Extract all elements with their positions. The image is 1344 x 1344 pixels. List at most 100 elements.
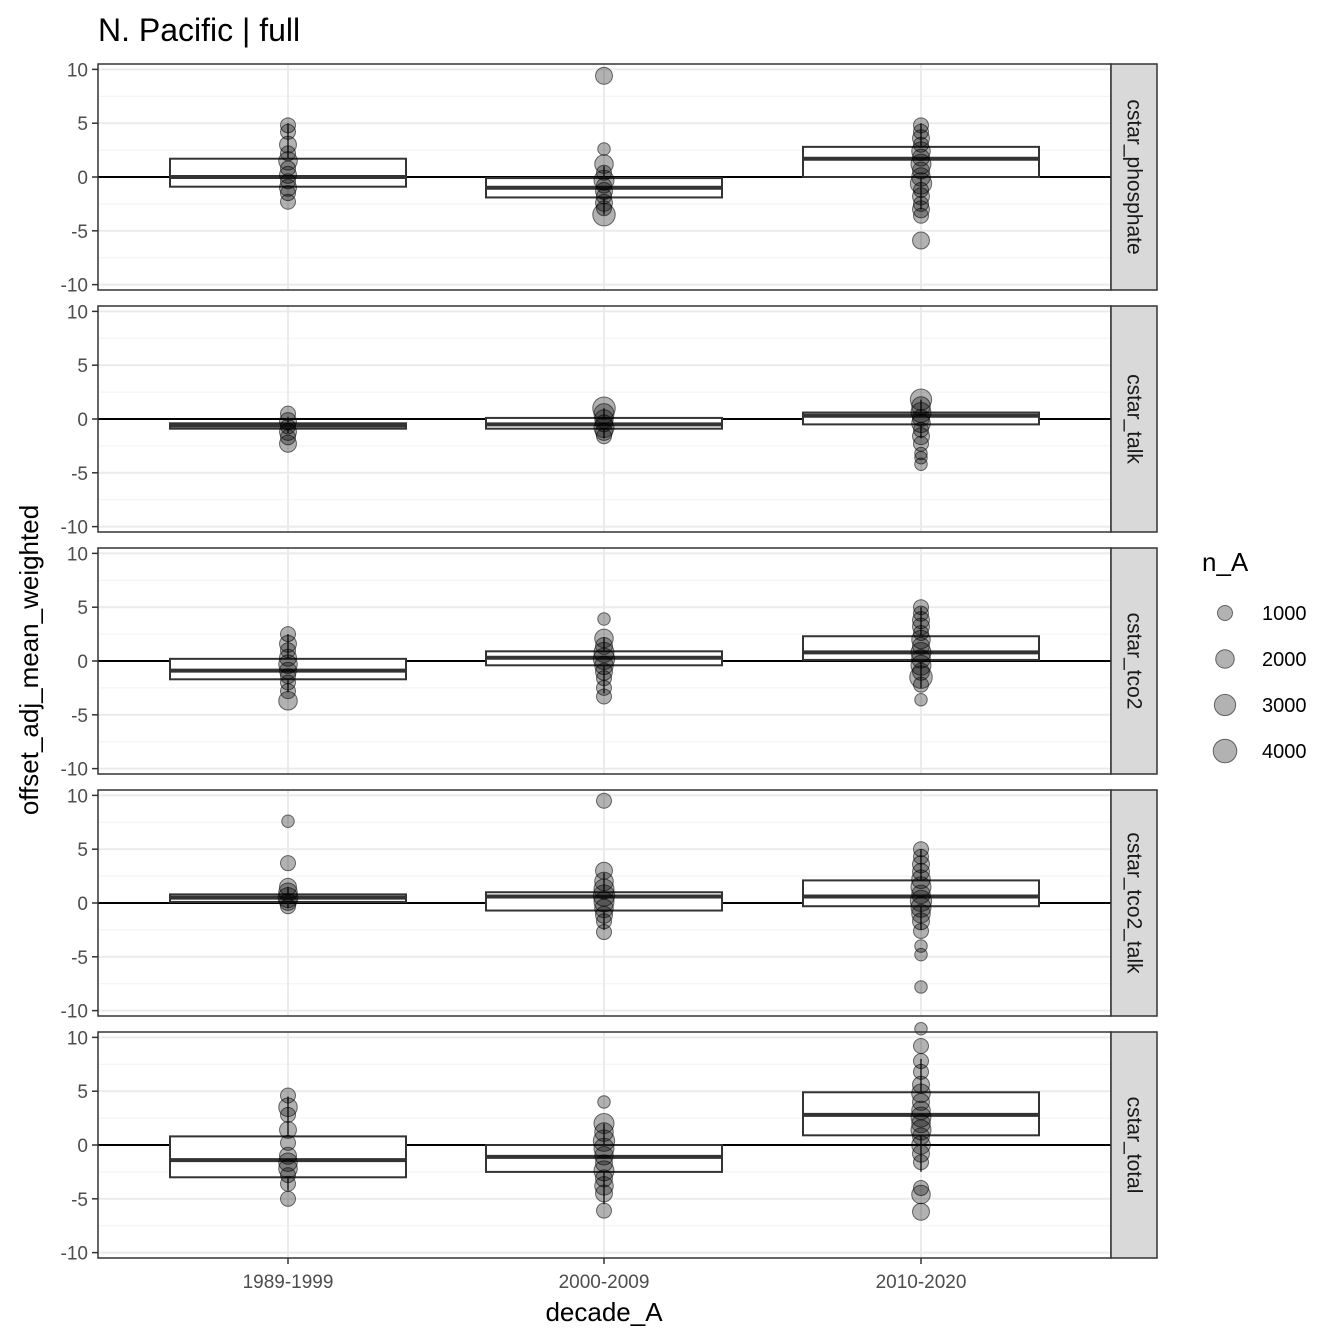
y-tick-label: 0 bbox=[77, 894, 88, 915]
data-point bbox=[594, 1122, 614, 1142]
x-axis-title: decade_A bbox=[545, 1297, 663, 1327]
data-point bbox=[913, 605, 929, 622]
data-point bbox=[913, 922, 929, 939]
size-legend: n_A 1000 2000 3000 4000 bbox=[1202, 547, 1307, 764]
data-point bbox=[912, 161, 930, 180]
data-point bbox=[913, 1180, 929, 1197]
data-point bbox=[594, 1145, 614, 1166]
data-point bbox=[913, 599, 929, 616]
data-point bbox=[596, 164, 612, 181]
box-2000-2009 bbox=[485, 637, 723, 694]
data-point bbox=[277, 887, 299, 909]
data-point bbox=[595, 1169, 613, 1188]
data-point bbox=[914, 947, 928, 962]
data-point bbox=[278, 654, 298, 675]
data-point bbox=[279, 892, 297, 911]
data-point bbox=[280, 855, 296, 872]
data-point bbox=[913, 1037, 929, 1054]
data-point bbox=[593, 1160, 615, 1182]
legend-label: 3000 bbox=[1262, 695, 1307, 717]
data-point bbox=[914, 446, 928, 461]
panel-cstar-tco2: -10 -5 0 5 10 cstar_tco2 bbox=[61, 544, 1158, 781]
data-point bbox=[911, 141, 931, 161]
data-point bbox=[592, 1129, 616, 1152]
data-point bbox=[592, 396, 616, 420]
box-iqr bbox=[169, 157, 407, 188]
data-point bbox=[279, 434, 297, 453]
panel-cstar-phosphate: -10 -5 0 5 10 cstar_phosphate bbox=[61, 60, 1158, 297]
x-axis: 1989-1999 2000-2009 2010-2020 bbox=[243, 1258, 967, 1293]
y-tick-label: -5 bbox=[71, 706, 88, 727]
data-point bbox=[279, 178, 297, 197]
y-tick-label: -10 bbox=[61, 276, 88, 297]
data-point bbox=[912, 662, 930, 681]
data-point bbox=[913, 421, 929, 438]
facet-strip-label: cstar_talk bbox=[1123, 374, 1146, 464]
box-1989-1999 bbox=[169, 634, 407, 693]
y-tick-label: -10 bbox=[61, 518, 88, 539]
data-point bbox=[912, 912, 930, 931]
data-point bbox=[593, 169, 615, 191]
data-point bbox=[595, 422, 613, 441]
y-tick-label: 5 bbox=[77, 1082, 88, 1103]
data-point bbox=[914, 980, 928, 994]
y-tick-label: 0 bbox=[77, 652, 88, 673]
data-point bbox=[913, 181, 929, 198]
data-point bbox=[913, 625, 929, 642]
data-point bbox=[911, 413, 931, 434]
y-tick-label: 10 bbox=[67, 1028, 88, 1049]
data-point bbox=[278, 1158, 298, 1179]
panel-cstar-total: -10 -5 0 5 10 cstar_total bbox=[61, 1022, 1158, 1265]
data-point bbox=[280, 193, 296, 210]
data-point bbox=[595, 636, 613, 655]
data-point bbox=[280, 1190, 296, 1207]
y-tick-label: 0 bbox=[77, 1136, 88, 1157]
data-point bbox=[597, 1095, 611, 1109]
data-point bbox=[280, 173, 296, 190]
y-tick-label: -10 bbox=[61, 1244, 88, 1265]
data-point bbox=[594, 154, 614, 174]
y-tick-label: 0 bbox=[77, 168, 88, 189]
box-2010-2020 bbox=[802, 607, 1040, 688]
data-point bbox=[593, 891, 615, 913]
data-point bbox=[909, 172, 933, 195]
data-point bbox=[597, 612, 611, 626]
x-tick-label: 2010-2020 bbox=[876, 1272, 967, 1293]
data-point bbox=[280, 626, 296, 643]
data-point bbox=[279, 648, 297, 667]
data-point bbox=[280, 405, 296, 422]
legend-key bbox=[1213, 693, 1237, 717]
y-tick-label: 5 bbox=[77, 356, 88, 377]
data-point bbox=[596, 428, 612, 445]
data-point bbox=[594, 898, 614, 919]
facet-strip-label: cstar_phosphate bbox=[1123, 99, 1146, 254]
data-point bbox=[595, 1154, 613, 1173]
facet-strip bbox=[1110, 1031, 1158, 1259]
facet-strip bbox=[1110, 63, 1158, 291]
legend-key bbox=[1215, 649, 1235, 669]
data-point bbox=[596, 679, 612, 696]
y-tick-label: 5 bbox=[77, 840, 88, 861]
data-point bbox=[912, 231, 930, 250]
data-point bbox=[594, 655, 614, 676]
data-point bbox=[912, 611, 930, 630]
data-point bbox=[592, 202, 616, 227]
data-point bbox=[280, 1167, 296, 1184]
data-point bbox=[280, 160, 296, 177]
data-point bbox=[914, 457, 928, 471]
data-point bbox=[912, 862, 930, 881]
data-point bbox=[913, 848, 929, 865]
data-point bbox=[280, 1175, 296, 1192]
data-point bbox=[279, 135, 297, 154]
data-point bbox=[913, 136, 929, 153]
data-point bbox=[911, 629, 931, 650]
data-point bbox=[279, 877, 297, 896]
data-point bbox=[911, 649, 931, 669]
box-iqr bbox=[169, 1135, 407, 1179]
data-point bbox=[596, 1202, 612, 1219]
data-point bbox=[913, 123, 929, 140]
box-2000-2009 bbox=[485, 166, 723, 215]
legend-label: 1000 bbox=[1262, 603, 1307, 625]
facet-strip-label: cstar_total bbox=[1123, 1097, 1146, 1194]
